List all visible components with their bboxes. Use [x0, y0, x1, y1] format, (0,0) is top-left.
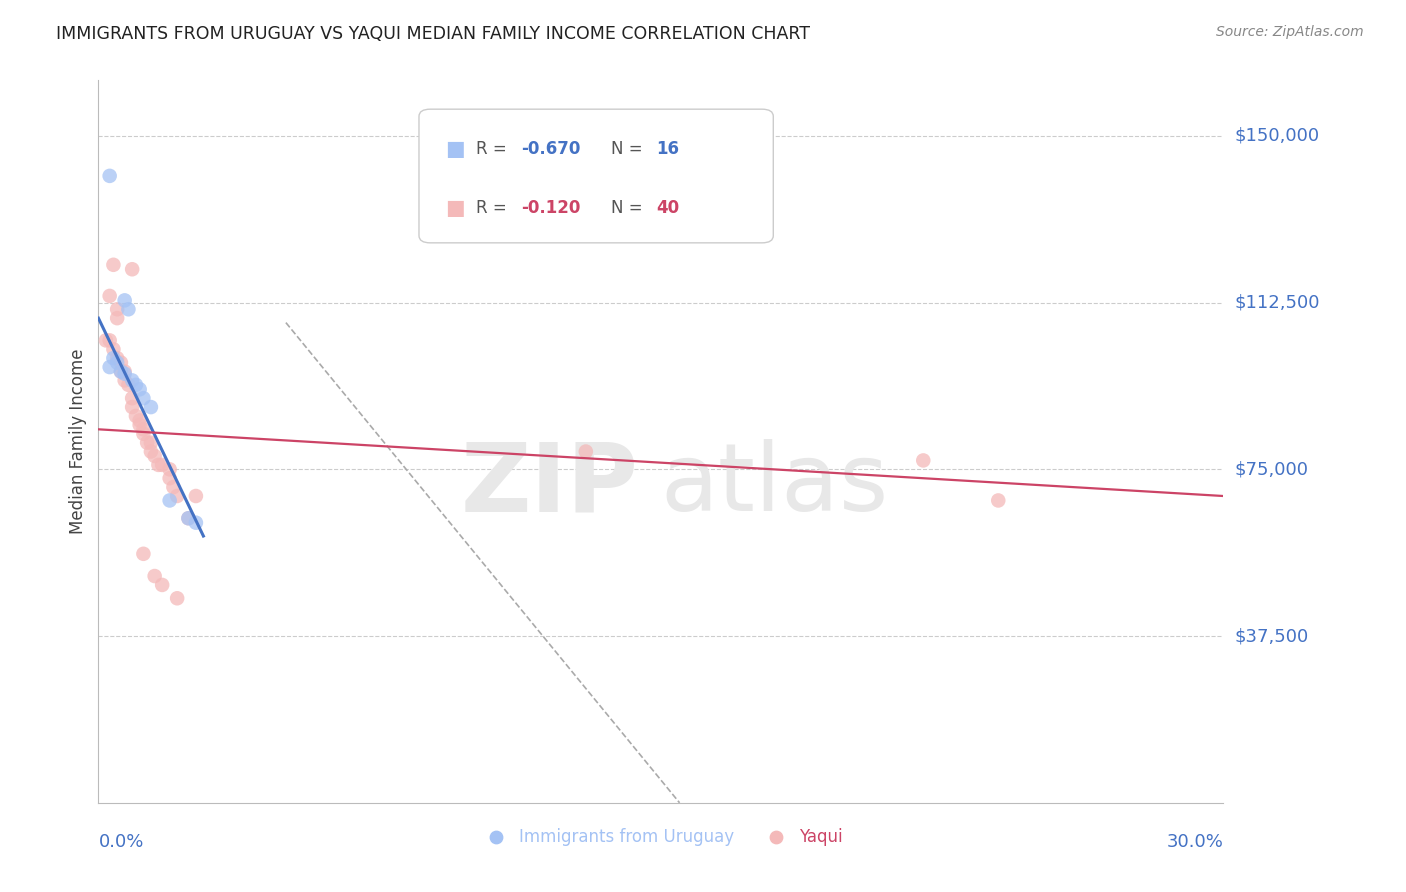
Point	[132, 426, 155, 441]
Point	[136, 435, 159, 450]
Text: R =: R =	[477, 140, 512, 158]
Point	[132, 547, 155, 561]
Point	[94, 334, 117, 348]
Point	[166, 489, 188, 503]
Point	[143, 449, 166, 463]
Text: N =: N =	[612, 199, 648, 217]
Text: N =: N =	[612, 140, 648, 158]
Text: Source: ZipAtlas.com: Source: ZipAtlas.com	[1216, 25, 1364, 39]
Text: atlas: atlas	[661, 439, 889, 531]
Point	[110, 356, 132, 370]
Point	[121, 391, 143, 405]
Point	[139, 400, 162, 414]
Point	[114, 373, 136, 387]
Point	[105, 302, 128, 317]
Point	[121, 373, 143, 387]
Text: R =: R =	[477, 199, 512, 217]
Point	[177, 511, 200, 525]
Point	[162, 480, 184, 494]
Point	[125, 409, 148, 423]
Text: $112,500: $112,500	[1234, 293, 1320, 311]
Point	[98, 334, 121, 348]
Point	[114, 364, 136, 378]
Point	[103, 351, 125, 366]
Point	[159, 471, 181, 485]
Text: ■: ■	[444, 139, 464, 159]
Text: 0.0%: 0.0%	[98, 833, 143, 851]
Text: -0.670: -0.670	[522, 140, 581, 158]
Point	[912, 453, 935, 467]
Point	[125, 377, 148, 392]
Point	[139, 444, 162, 458]
Point	[98, 169, 121, 183]
Point	[159, 462, 181, 476]
FancyBboxPatch shape	[419, 109, 773, 243]
Text: $150,000: $150,000	[1234, 127, 1319, 145]
Point	[110, 364, 132, 378]
Text: 30.0%: 30.0%	[1167, 833, 1223, 851]
Point	[98, 360, 121, 375]
Point	[987, 493, 1010, 508]
Point	[166, 591, 188, 606]
Point	[184, 489, 207, 503]
Text: ZIP: ZIP	[460, 438, 638, 532]
Point	[128, 417, 150, 432]
Point	[121, 400, 143, 414]
Point	[139, 435, 162, 450]
Point	[105, 351, 128, 366]
Point	[110, 364, 132, 378]
Point	[121, 262, 143, 277]
Point	[114, 293, 136, 308]
Point	[105, 311, 128, 326]
Point	[128, 413, 150, 427]
Text: $37,500: $37,500	[1234, 627, 1309, 645]
Point	[159, 493, 181, 508]
Point	[132, 422, 155, 436]
Point	[150, 458, 173, 472]
Point	[98, 289, 121, 303]
Text: 40: 40	[657, 199, 679, 217]
Point	[103, 258, 125, 272]
Point	[148, 458, 170, 472]
Legend: Immigrants from Uruguay, Yaqui: Immigrants from Uruguay, Yaqui	[472, 821, 849, 852]
Point	[103, 343, 125, 357]
Point	[177, 511, 200, 525]
Y-axis label: Median Family Income: Median Family Income	[69, 349, 87, 534]
Point	[132, 391, 155, 405]
Point	[105, 356, 128, 370]
Text: 16: 16	[657, 140, 679, 158]
Text: IMMIGRANTS FROM URUGUAY VS YAQUI MEDIAN FAMILY INCOME CORRELATION CHART: IMMIGRANTS FROM URUGUAY VS YAQUI MEDIAN …	[56, 25, 810, 43]
Point	[128, 382, 150, 396]
Point	[114, 367, 136, 381]
Point	[575, 444, 598, 458]
Point	[117, 377, 139, 392]
Text: $75,000: $75,000	[1234, 460, 1309, 478]
Point	[143, 569, 166, 583]
Point	[150, 578, 173, 592]
Text: -0.120: -0.120	[522, 199, 581, 217]
Point	[117, 302, 139, 317]
Text: ■: ■	[444, 198, 464, 219]
Point	[184, 516, 207, 530]
